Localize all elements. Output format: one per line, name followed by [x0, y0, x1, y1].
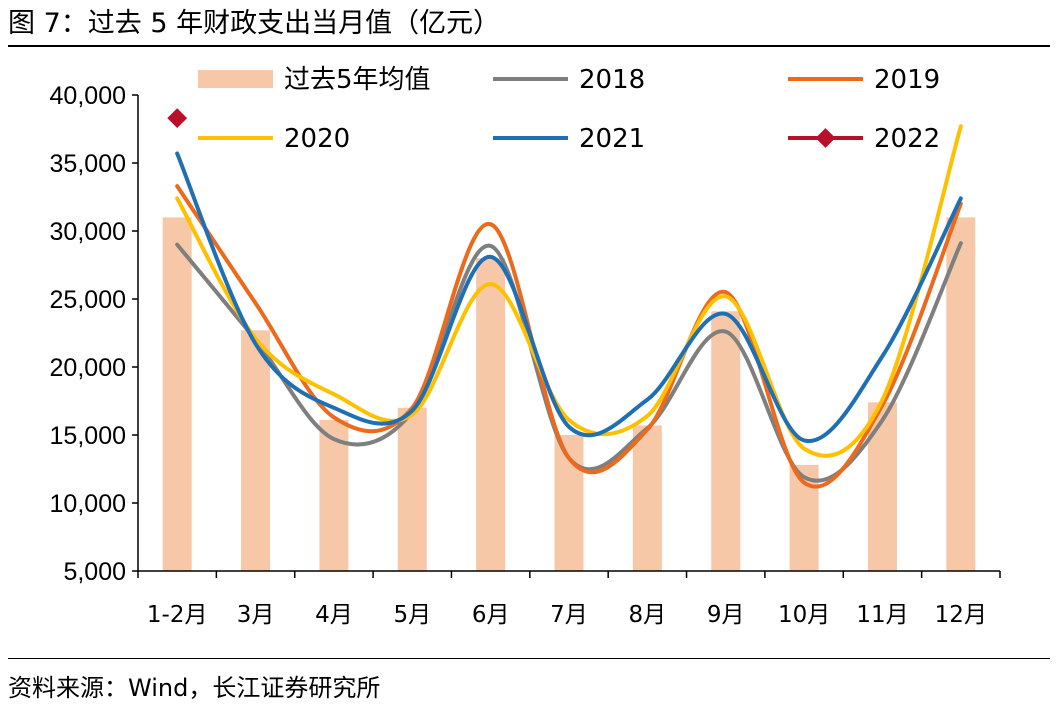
legend-marker-2022 — [815, 128, 836, 148]
chart-title: 图 7：过去 5 年财政支出当月值（亿元） — [8, 8, 501, 39]
legend-label: 2018 — [579, 65, 645, 95]
x-tick-label: 1-2月 — [147, 602, 208, 628]
x-tick-label: 5月 — [393, 602, 431, 628]
bar-3月 — [241, 330, 271, 571]
series-2019-line — [175, 184, 963, 489]
bar-4月 — [319, 420, 349, 571]
y-tick-label: 25,000 — [50, 286, 126, 314]
bar-6月 — [476, 258, 506, 571]
y-tick-label: 15,000 — [50, 422, 126, 450]
lines-layer — [167, 108, 963, 489]
x-tick-label: 4月 — [315, 602, 353, 628]
x-tick-label: 6月 — [472, 602, 510, 628]
legend-label: 2020 — [284, 124, 350, 154]
y-tick-label: 35,000 — [50, 150, 126, 178]
series-2020-line — [175, 124, 963, 458]
source-text: 资料来源：Wind，长江证券研究所 — [8, 674, 381, 702]
x-tick-label: 7月 — [550, 602, 588, 628]
x-tick-label: 9月 — [707, 602, 745, 628]
bar-1-2月 — [162, 217, 192, 571]
bars-layer — [162, 217, 976, 571]
series-2022-marker — [167, 108, 188, 129]
axis-layer: 5,000 10,000 15,000 20,000 25,000 30,000 35,00… — [50, 82, 1001, 628]
legend-swatch-bar — [198, 70, 273, 88]
bar-9月 — [711, 311, 741, 571]
y-tick-label: 40,000 — [50, 82, 126, 110]
x-tick-label: 10月 — [778, 602, 830, 628]
bar-11月 — [867, 402, 897, 571]
series-2021-line — [175, 151, 963, 444]
x-tick-label: 3月 — [237, 602, 275, 628]
legend-label: 过去5年均值 — [284, 65, 431, 95]
legend-layer: 过去5年均值 2018 2019 2020 2021 2022 — [198, 65, 940, 154]
bar-12月 — [946, 217, 976, 571]
legend-label: 2019 — [874, 65, 940, 95]
y-tick-label: 10,000 — [50, 490, 126, 518]
y-tick-label: 20,000 — [50, 354, 126, 382]
x-tick-label: 8月 — [629, 602, 667, 628]
title-rule — [8, 45, 1050, 47]
legend-label: 2021 — [579, 124, 645, 154]
x-tick-label: 11月 — [856, 602, 908, 628]
x-tick-label: 12月 — [935, 602, 987, 628]
bar-8月 — [632, 425, 662, 571]
legend-label: 2022 — [874, 124, 940, 154]
y-tick-label: 30,000 — [50, 218, 126, 246]
y-tick-label: 5,000 — [63, 558, 126, 586]
bar-5月 — [397, 407, 427, 571]
source-rule — [8, 658, 1050, 659]
